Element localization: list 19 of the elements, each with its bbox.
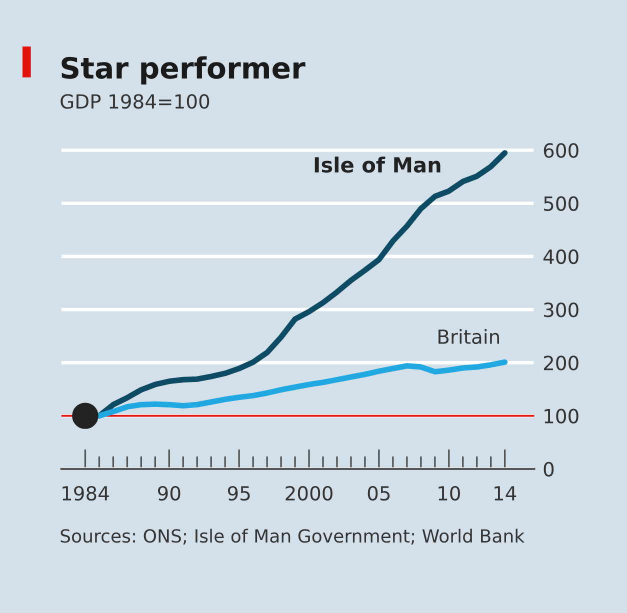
chart-subtitle: GDP 1984=100: [60, 94, 210, 109]
x-tick-label: 14: [494, 486, 516, 500]
x-tick-label: 05: [368, 486, 390, 501]
chart-title: Star performer: [62, 56, 306, 85]
x-tick-label: 2000: [286, 486, 332, 501]
x-tick-label: 1984: [62, 486, 109, 501]
y-tick-label: 300: [544, 302, 578, 318]
y-tick-label: 600: [544, 143, 578, 158]
series-label: Isle of Man: [314, 156, 440, 173]
y-tick-label: 100: [544, 408, 578, 424]
series-label: Britain: [438, 329, 499, 344]
x-tick-label: 90: [158, 486, 180, 501]
x-tick-label: 10: [438, 486, 460, 501]
x-tick-label: 95: [228, 486, 250, 501]
y-tick-label: 0: [544, 462, 554, 477]
source-note: Sources: ONS; Isle of Man Government; World Bank: [60, 528, 525, 545]
y-tick-label: 200: [544, 356, 578, 370]
y-tick-label: 400: [543, 249, 578, 264]
y-tick-label: 500: [544, 196, 578, 211]
